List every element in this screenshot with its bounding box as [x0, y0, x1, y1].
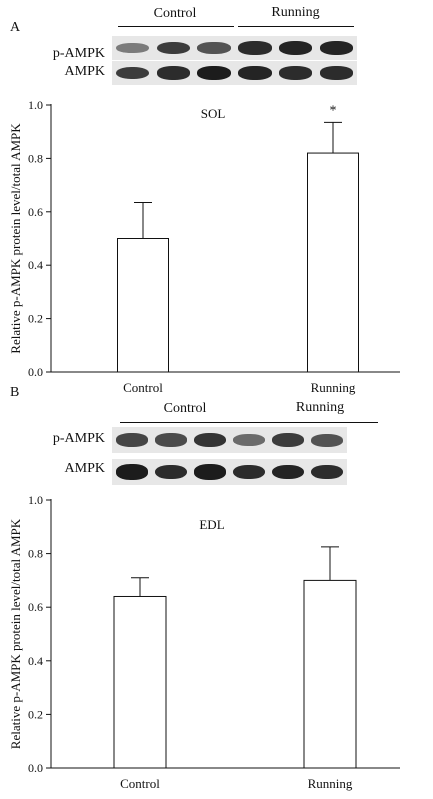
blot-band: [115, 66, 150, 80]
blot-group-label-control: Control: [153, 6, 197, 21]
blot-strip-ampk: [112, 459, 347, 485]
blot-band: [311, 464, 344, 480]
y-tick-label: 0.0: [28, 761, 43, 775]
bar-control: [113, 595, 167, 769]
chart-title: SOL: [201, 106, 226, 121]
blot-group-label-control: Control: [163, 401, 207, 416]
blot-row-label-p-ampk: p-AMPK: [52, 46, 105, 61]
x-tick-label: Control: [123, 380, 163, 395]
y-tick-label: 1.0: [28, 98, 43, 112]
blot-band: [154, 433, 187, 447]
x-tick-label: Running: [311, 380, 356, 395]
y-tick-label: 0.0: [28, 365, 43, 379]
blot-group-label-running: Running: [295, 400, 345, 415]
blot-band: [279, 66, 313, 80]
blot-band: [319, 66, 354, 80]
y-tick-label: 0.2: [28, 312, 43, 326]
blot-band: [319, 41, 354, 55]
y-tick-label: 0.6: [28, 205, 43, 219]
blot-band: [197, 65, 231, 81]
y-tick-label: 0.4: [28, 258, 43, 272]
blot-band: [233, 464, 266, 480]
blot-strip-ampk: [112, 61, 357, 85]
blot-group-label-running: Running: [271, 5, 320, 20]
blot-band: [272, 464, 305, 480]
y-tick-label: 0.2: [28, 707, 43, 721]
blot-band: [154, 464, 187, 480]
y-tick-label: 1.0: [28, 493, 43, 507]
blot-strip-p-ampk: [112, 427, 347, 453]
y-tick-label: 0.8: [28, 151, 43, 165]
blot-band: [115, 433, 148, 447]
blot-strip-p-ampk: [112, 36, 357, 60]
western-blot-b: Control Running p-AMPK AMPK: [0, 395, 433, 495]
blot-band: [311, 433, 344, 447]
blot-band: [197, 42, 231, 54]
y-tick-label: 0.6: [28, 600, 43, 614]
blot-band: [233, 433, 266, 446]
blot-row-label-p-ampk: p-AMPK: [52, 431, 105, 446]
bar-running: [303, 579, 357, 769]
blot-band: [272, 433, 305, 447]
blot-band: [156, 66, 190, 80]
bar-chart-sol: 0.0 0.2 0.4 0.6 0.8 1.0 Relative p-AMPK protei…: [8, 98, 400, 395]
bar-running: [307, 152, 359, 373]
blot-band: [279, 41, 313, 55]
y-tick-label: 0.4: [28, 654, 43, 668]
blot-band: [115, 42, 150, 54]
significance-marker: *: [330, 103, 337, 118]
blot-group-line-control: [118, 26, 234, 27]
blot-group-line: [120, 422, 378, 423]
blot-group-line-running: [238, 26, 354, 27]
blot-band: [193, 464, 226, 480]
y-tick-label: 0.8: [28, 547, 43, 561]
x-tick-label: Running: [308, 776, 353, 791]
x-tick-label: Control: [120, 776, 160, 791]
y-axis-label: Relative p-AMPK protein level/total AMPK: [8, 518, 23, 749]
bar-control: [117, 238, 169, 373]
y-axis-label: Relative p-AMPK protein level/total AMPK: [8, 123, 23, 354]
panel-letter-a: A: [10, 20, 21, 35]
blot-band: [238, 41, 272, 55]
chart-title: EDL: [199, 517, 224, 532]
blot-band: [156, 41, 190, 55]
blot-band: [115, 464, 148, 480]
blot-band: [193, 432, 226, 448]
panel-letter-b: B: [10, 385, 20, 400]
blot-band: [238, 66, 272, 80]
blot-row-label-ampk: AMPK: [64, 64, 105, 79]
western-blot-a: Control Running p-AMPK AMPK: [0, 0, 433, 100]
blot-row-label-ampk: AMPK: [64, 461, 105, 476]
